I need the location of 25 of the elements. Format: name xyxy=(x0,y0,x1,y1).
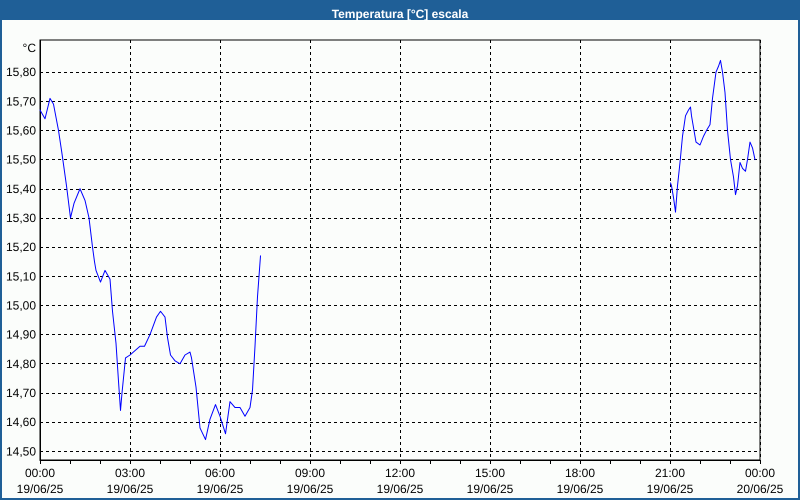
y-tick-label: 15,50 xyxy=(6,152,36,167)
x-tick-label: 06:00 19/06/25 xyxy=(196,466,244,496)
y-tick-label: 14,60 xyxy=(6,415,36,430)
x-tick-label: 00:00 20/06/25 xyxy=(736,466,784,496)
chart-title: Temperatura [°C] escala xyxy=(332,7,469,21)
y-tick-label: 15,10 xyxy=(6,269,36,284)
x-tick-label: 12:00 19/06/25 xyxy=(376,466,424,496)
y-tick-label: 14,50 xyxy=(6,444,36,458)
y-tick-label: 14,90 xyxy=(6,328,36,342)
x-tick-label: 00:00 19/06/25 xyxy=(16,466,64,496)
y-tick-label: 15,60 xyxy=(6,123,36,138)
y-tick-label: 15,80 xyxy=(6,65,36,80)
y-tick-label: 15,30 xyxy=(6,210,36,225)
x-tick-label: 18:00 19/06/25 xyxy=(556,466,604,496)
x-tick-label: 03:00 19/06/25 xyxy=(106,466,154,496)
y-tick-label: 15,40 xyxy=(6,182,36,196)
y-tick-label: 14,70 xyxy=(6,386,36,400)
y-axis-title: °C xyxy=(22,41,36,55)
y-tick-label: 14,80 xyxy=(6,356,36,371)
x-tick-label: 21:00 19/06/25 xyxy=(646,466,694,496)
y-tick-label: 15,20 xyxy=(6,240,36,254)
x-tick-label: 09:00 19/06/25 xyxy=(286,466,334,496)
x-tick-label: 15:00 19/06/25 xyxy=(466,466,514,496)
y-tick-label: 15,00 xyxy=(6,298,36,312)
y-tick-label: 15,70 xyxy=(6,94,36,108)
